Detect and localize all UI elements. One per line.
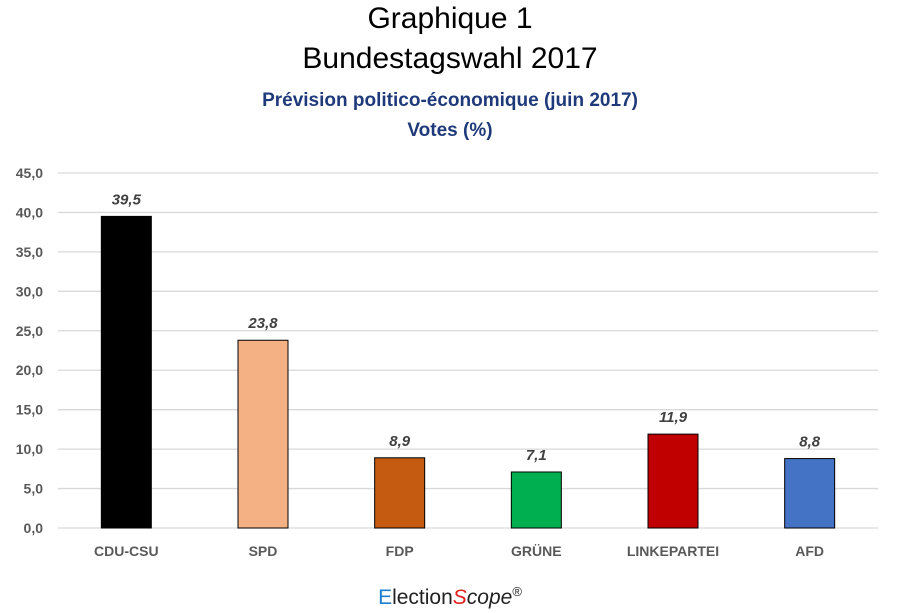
data-label: 39,5: [112, 191, 142, 208]
logo-s: S: [452, 586, 467, 609]
chart-subtitle: Prévision politico-économique (juin 2017…: [262, 90, 638, 111]
x-tick-label: AFD: [795, 543, 824, 559]
data-label: 8,9: [389, 433, 411, 450]
y-tick-label: 5,0: [24, 481, 44, 497]
y-tick-label: 20,0: [16, 362, 43, 378]
y-tick-label: 40,0: [16, 204, 43, 220]
bar: [510, 471, 562, 529]
data-label: 23,8: [247, 315, 278, 332]
x-tick-label: LINKEPARTEI: [627, 543, 719, 559]
y-tick-label: 0,0: [24, 520, 44, 536]
logo-e: E: [378, 586, 393, 609]
y-tick-label: 25,0: [16, 323, 43, 339]
y-tick-label: 35,0: [16, 244, 43, 260]
x-tick-label: FDP: [386, 543, 414, 559]
x-tick-label: CDU-CSU: [94, 543, 159, 559]
bar: [237, 339, 289, 529]
y-tick-label: 15,0: [16, 402, 43, 418]
data-label: 7,1: [526, 447, 547, 464]
y-tick-label: 30,0: [16, 283, 43, 299]
x-tick-label: SPD: [249, 543, 278, 559]
bar: [374, 457, 426, 529]
chart-title: Graphique 1: [367, 2, 533, 35]
data-label: 8,8: [799, 434, 821, 451]
y-tick-label: 45,0: [16, 165, 43, 181]
x-tick-label: GRÜNE: [511, 543, 562, 559]
chart-title-2: Bundestagswahl 2017: [302, 42, 598, 75]
data-label: 11,9: [659, 409, 688, 426]
bar: [100, 215, 152, 529]
y-tick-label: 10,0: [16, 441, 43, 457]
logo-reg: ®: [512, 584, 522, 599]
chart-subtitle-2: Votes (%): [407, 120, 493, 141]
bar: [647, 433, 699, 529]
bar: [784, 458, 836, 529]
logo-lection: lection: [392, 586, 453, 609]
logo-cope: cope: [466, 586, 513, 609]
electionscope-logo: ElectionScope®: [0, 584, 900, 610]
